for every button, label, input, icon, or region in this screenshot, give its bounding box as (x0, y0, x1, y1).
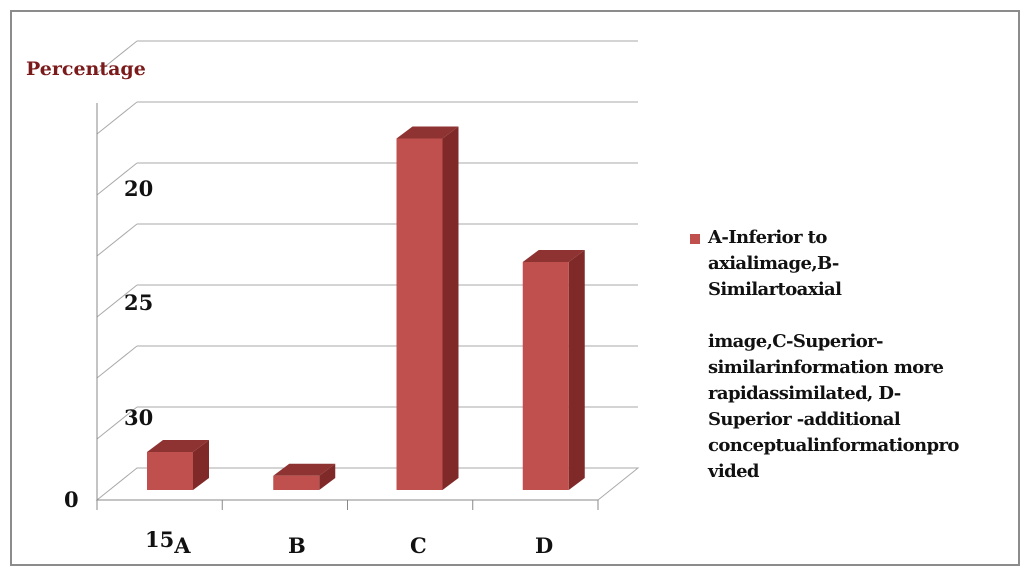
legend-text-line: Superior -additional (708, 409, 901, 430)
bar-side (568, 250, 585, 490)
legend-text-line: conceptualinformationpro (708, 435, 959, 456)
x-tick-label: 15A (145, 527, 191, 558)
x-tick-label: D (535, 533, 553, 558)
gridline (96, 101, 138, 135)
x-tick-label: B (288, 533, 306, 558)
gridline (96, 223, 138, 257)
bar-C (396, 126, 459, 490)
y-tick-label: 0 (64, 487, 79, 512)
y-tick-label: 25 (124, 290, 153, 315)
bar-front (396, 138, 443, 490)
y-tick-label: 30 (124, 405, 153, 430)
gridline (96, 406, 138, 440)
bar-side (442, 126, 459, 490)
gridline (96, 162, 138, 196)
gridline (96, 345, 138, 379)
legend-text-line: Similartoaxial (708, 279, 842, 300)
legend-text-line: axialimage,B- (708, 253, 839, 274)
bar-front (273, 475, 320, 490)
bar-top (522, 250, 585, 262)
legend-text-line: similarinformation more (708, 357, 944, 378)
legend-text-line: A-Inferior to (708, 227, 827, 248)
bar-top (147, 440, 209, 452)
bar-A (147, 440, 209, 490)
bar-D (522, 250, 585, 490)
x-tick-label: C (410, 533, 427, 558)
legend-text-line: rapidassimilated, D- (708, 383, 901, 404)
bar-top (273, 463, 336, 476)
bar-side (193, 440, 209, 490)
bar-front (522, 262, 569, 490)
legend-swatch (690, 234, 700, 244)
gridline (96, 284, 138, 318)
bar-B (273, 463, 336, 490)
chart-title: Percentage (26, 58, 146, 80)
gridline (96, 40, 138, 74)
y-tick-label: 20 (124, 176, 153, 201)
legend-text-line: image,C-Superior- (708, 331, 883, 352)
bar-front (147, 452, 193, 490)
bar-top (396, 126, 459, 139)
legend-text-line: vided (708, 461, 760, 482)
bar-side (319, 463, 336, 490)
legend: A-Inferior to axialimage,B- Similartoaxi… (690, 225, 1010, 485)
